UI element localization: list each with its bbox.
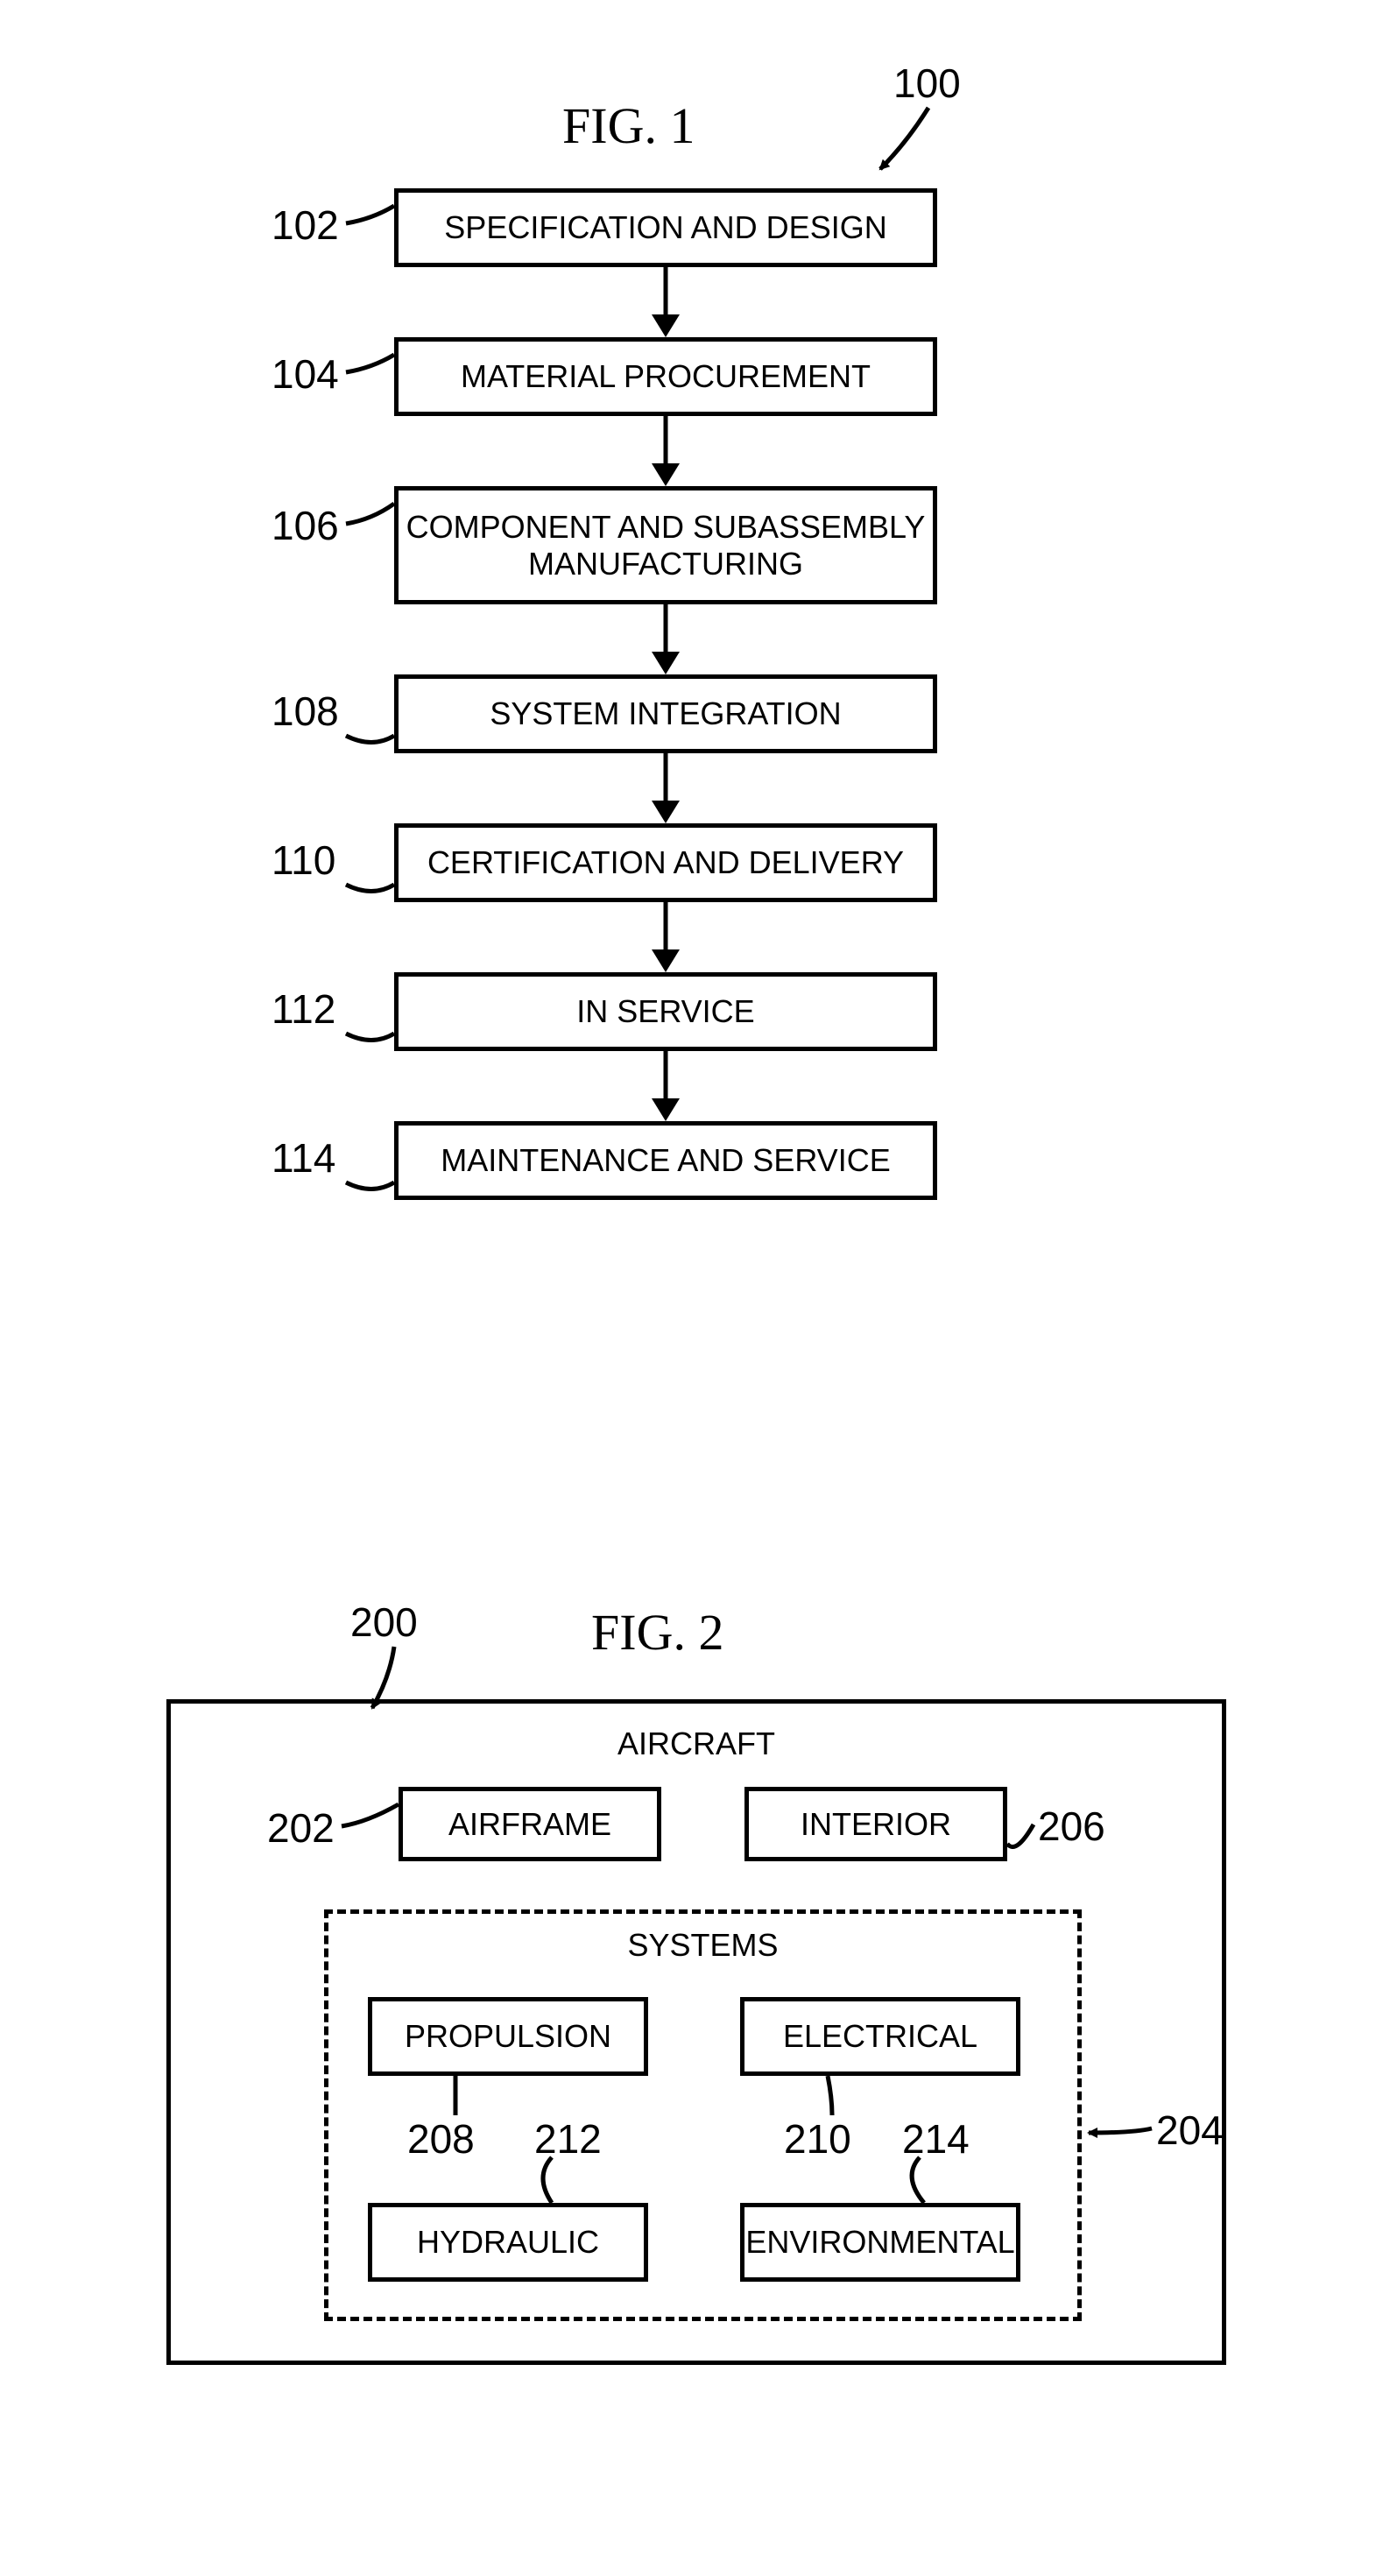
fig1-step-104: MATERIAL PROCUREMENT: [394, 337, 937, 416]
fig1-ref-112: 112: [272, 985, 335, 1033]
fig2-systems-label: SYSTEMS: [324, 1927, 1082, 1964]
fig2-sub-210: ELECTRICAL: [740, 1997, 1020, 2076]
fig2-interior-box: INTERIOR: [744, 1787, 1007, 1861]
fig1-main-ref: 100: [893, 60, 961, 107]
fig1-ref-106: 106: [272, 502, 339, 549]
fig1-ref-104: 104: [272, 350, 339, 398]
fig2-sub-208: PROPULSION: [368, 1997, 648, 2076]
fig1-step-114: MAINTENANCE AND SERVICE: [394, 1121, 937, 1200]
fig1-step-108: SYSTEM INTEGRATION: [394, 674, 937, 753]
fig2-sub-num-208: 208: [407, 2115, 475, 2163]
fig1-step-102: SPECIFICATION AND DESIGN: [394, 188, 937, 267]
fig2-sub-num-210: 210: [784, 2115, 851, 2163]
fig2-sub-214: ENVIRONMENTAL: [740, 2203, 1020, 2282]
fig1-ref-102: 102: [272, 201, 339, 249]
fig1-step-112: IN SERVICE: [394, 972, 937, 1051]
fig1-title: FIG. 1: [562, 96, 695, 155]
fig2-airframe-num: 202: [267, 1804, 335, 1852]
fig2-sub-212: HYDRAULIC: [368, 2203, 648, 2282]
fig2-airframe-box: AIRFRAME: [399, 1787, 661, 1861]
fig1-ref-114: 114: [272, 1134, 335, 1182]
fig1-step-106: COMPONENT AND SUBASSEMBLYMANUFACTURING: [394, 486, 937, 604]
fig1-ref-110: 110: [272, 836, 335, 884]
fig2-main-ref: 200: [350, 1599, 418, 1646]
fig2-sub-num-212: 212: [534, 2115, 602, 2163]
fig1-ref-108: 108: [272, 688, 339, 735]
fig2-interior-num: 206: [1038, 1803, 1105, 1850]
fig2-systems-num: 204: [1156, 2107, 1224, 2154]
fig2-sub-num-214: 214: [902, 2115, 970, 2163]
fig1-step-110: CERTIFICATION AND DELIVERY: [394, 823, 937, 902]
fig2-outer-label: AIRCRAFT: [166, 1726, 1226, 1762]
fig2-title: FIG. 2: [591, 1603, 723, 1662]
page: FIG. 1 100 FIG. 2 200 AIRCRAFT AIRFRAME …: [0, 0, 1390, 2576]
